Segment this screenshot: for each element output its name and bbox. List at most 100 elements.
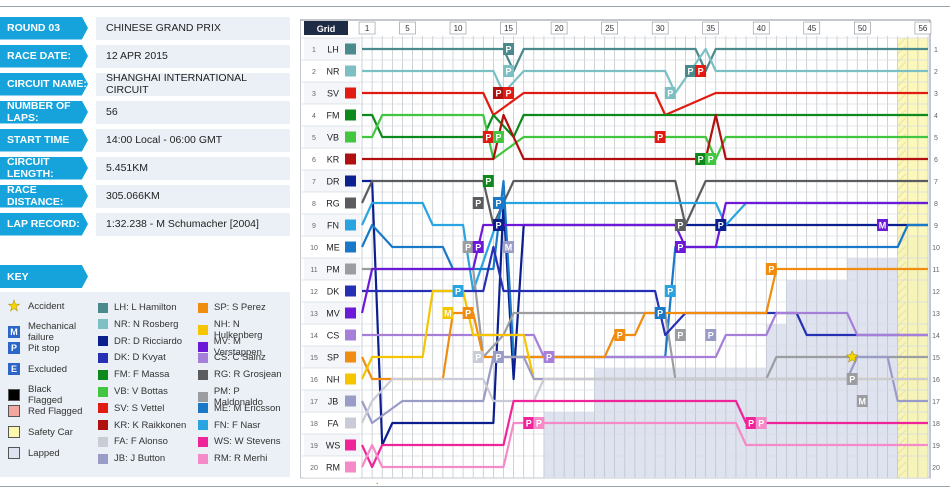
mechanical-failure-marker [877,219,889,231]
mechanical-failure-marker [442,307,454,319]
key-driver-label: MV: M Verstappen [213,335,262,358]
key-driver-label: SP: S Perez [214,302,266,313]
key-driver-label: JB: J Button [114,453,166,465]
pit-stop-marker-label: P [485,133,491,143]
final-position-number: 11 [932,267,939,274]
grid-position-number: 3 [312,91,316,98]
driver-color-swatch [98,352,108,363]
grid-position-number: 19 [310,443,318,450]
info-row: RACE DISTANCE: 305.066KM [0,182,290,210]
final-position-number: 15 [932,355,940,362]
grid-driver-color [345,395,356,407]
pit-stop-marker [492,351,504,363]
safety-car-hatch [897,405,907,415]
lap-tick-box [550,21,568,35]
top-rule [0,6,950,7]
key-driver-label: PM: P Maldonaldo [213,386,263,408]
pit-stop-marker [472,351,484,363]
lap-tick-label: 50 [858,24,867,33]
key-symbol-item: Black Flagged [8,384,88,406]
grid-header-bg [304,21,348,35]
pit-stop-marker [503,65,515,77]
pit-stop-marker [462,241,474,253]
key-driver-label: FA: F Alonso [114,436,168,448]
key-symbol-item: P Pit stop [8,342,60,354]
info-value: 56 [96,100,290,124]
safety-car-hatch [897,245,907,255]
grid-driver-code: DK [327,287,340,297]
key-driver-item: RG: R Grosjean [198,369,282,380]
driver-color-swatch [98,319,108,330]
grid-driver-code: KR [327,155,340,165]
pit-stop-marker [846,373,858,385]
grid-driver-color [345,65,356,77]
safety-car-hatch [897,205,907,215]
key-title: KEY [0,265,88,288]
grid-position-number: 17 [310,399,318,406]
lap-tick-box [914,21,932,35]
pit-stop-marker [674,329,686,341]
grid-driver-color [345,417,356,429]
safety-car-hatch [897,301,907,311]
safety-car-hatch [897,445,907,455]
grid-driver-code: NR [327,67,340,77]
final-position-number: 20 [932,465,940,472]
grid-driver-code: FM [327,111,340,121]
key-driver-item: VB: V Bottas [98,386,168,397]
key-driver-label: DK: D Kvyat [114,352,166,364]
mechanical-failure-marker-label: M [505,243,513,253]
grid-driver-color [345,329,356,341]
grid-position-number: 10 [310,245,318,252]
pit-stop-marker-label: P [495,133,501,143]
key-driver-item: PM: P Maldonaldo [198,386,290,408]
key-driver-label: WS: W Stevens [214,436,281,448]
pit-stop-marker-label: P [495,221,501,231]
grid-position-number: 15 [310,355,318,362]
driver-color-swatch [198,352,208,363]
key-driver-item: JB: J Button [98,453,165,464]
safety-car-hatch [897,181,907,191]
pit-stop-marker [614,329,626,341]
driver-color-swatch [198,453,208,464]
grid-driver-code: RG [326,199,340,209]
key-driver-item: MV: M Verstappen [198,336,290,358]
grid-driver-code: PM [326,265,340,275]
pit-stop-marker-label: P [698,155,704,165]
grid-driver-code: FA [327,419,338,429]
red-square [8,405,20,417]
pit-stop-marker-label: P [455,287,461,297]
info-value: 1:32.238 - M Schumacher [2004] [96,212,290,236]
safety-car-hatch [897,365,907,375]
series-line-nr [362,47,928,95]
grid-driver-color [345,87,356,99]
grid-position-number: 4 [312,113,316,120]
race-info-panel: ROUND 03 CHINESE GRAND PRIX RACE DATE: 12 A… [0,14,290,238]
pit-stop-marker [755,417,767,429]
pit-stop-marker-label: P [495,199,501,209]
pit-stop-marker-label: P [506,67,512,77]
mechanical-failure-marker [503,241,515,253]
key-panel: Accident M Mechanical failure P Pit stop E Exc… [0,292,290,477]
grid-driver-color [345,307,356,319]
final-position-number: 17 [932,399,940,406]
lap-tick-box [500,21,517,35]
driver-color-swatch [98,369,108,380]
series-line-lh [362,47,928,73]
pit-stop-marker [745,417,757,429]
safety-car-hatch [897,389,907,399]
key-driver-label: RG: R Grosjean [214,369,282,381]
series-line-fm [362,113,928,139]
final-position-number: 12 [932,289,940,296]
info-label: RACE DATE: [0,44,88,68]
safety-car-hatch [897,117,907,127]
key-driver-label: NH: N Hulkenberg [213,318,263,341]
mechanical-failure-marker [856,395,868,407]
e-icon: E [8,363,20,375]
pit-stop-marker-label: P [526,419,532,429]
grid-driver-code: SP [327,353,339,363]
driver-color-swatch [98,420,108,431]
pit-stop-marker [503,43,515,55]
info-label: NUMBER OF LAPS: [0,100,88,124]
driver-color-swatch [198,403,208,414]
safety-car-hatch [897,469,907,479]
